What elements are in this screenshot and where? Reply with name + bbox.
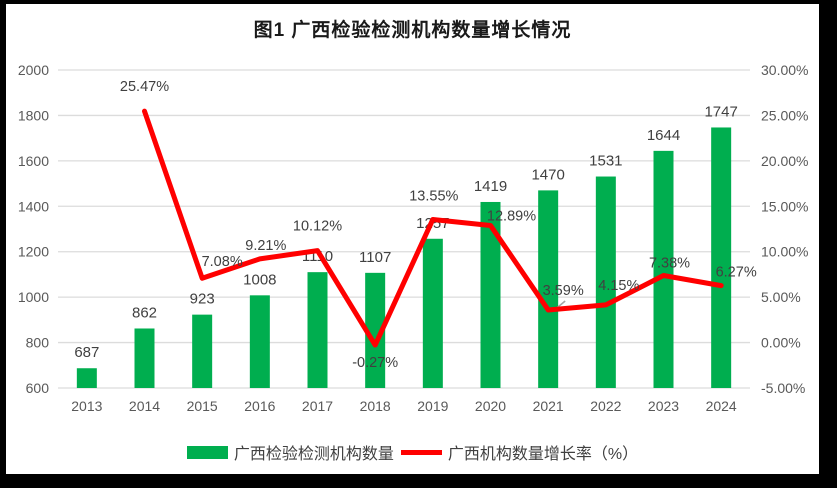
line-value-label: 7.08% (202, 254, 243, 270)
left-axis-tick-label: 1600 (18, 153, 49, 169)
x-axis-tick-label: 2022 (590, 398, 621, 414)
line-value-label: 6.27% (716, 265, 757, 281)
left-axis-tick-label: 1000 (18, 289, 49, 305)
x-axis-tick-label: 2013 (71, 398, 102, 414)
bar-value-label: 1747 (704, 103, 737, 120)
legend-item-line-series: 广西机构数量增长率（%） (400, 440, 639, 464)
line-value-label: 4.15% (598, 278, 639, 294)
bar-series-swatch-icon (186, 445, 228, 459)
left-axis-tick-label: 600 (26, 380, 50, 396)
line-value-label: 9.21% (245, 238, 286, 254)
right-axis-tick-label: 0.00% (761, 335, 801, 351)
bar-value-label: 1107 (359, 249, 391, 266)
right-axis-tick-label: 25.00% (761, 107, 808, 123)
bar-value-label: 1470 (531, 166, 564, 183)
bar-value-label: 862 (132, 304, 157, 321)
legend-item-bar-series: 广西检验检测机构数量 (186, 440, 394, 464)
chart-canvas: 图1 广西检验检测机构数量增长情况 600 800 1000 1200 1400 1600… (6, 4, 819, 474)
right-axis-tick-label: 5.00% (761, 289, 801, 305)
bar-2013 (76, 368, 97, 388)
right-axis-tick-label: 15.00% (761, 198, 808, 214)
bar-value-label: 1644 (647, 127, 680, 144)
left-axis-tick-label: 1400 (18, 198, 49, 214)
legend-label-line-series: 广西机构数量增长率（%） (447, 446, 639, 463)
bar-2016 (249, 295, 270, 388)
x-axis-tick-label: 2024 (706, 398, 737, 414)
x-axis-tick-label: 2018 (360, 398, 391, 414)
bar-value-label: 1531 (589, 153, 622, 170)
bar-value-label: 1008 (243, 271, 276, 288)
line-value-label: 3.59% (543, 283, 584, 299)
bar-2019 (422, 238, 443, 388)
chart-title: 图1 广西检验检测机构数量增长情况 (253, 20, 572, 41)
left-axis-tick-label: 2000 (18, 62, 49, 78)
x-axis-tick-label: 2023 (648, 398, 679, 414)
line-value-label: 7.38% (649, 256, 690, 272)
left-axis-tick-label: 800 (26, 335, 50, 351)
bar-2017 (307, 272, 328, 388)
bar-value-label: 687 (74, 344, 99, 361)
x-axis-tick-label: 2020 (475, 398, 506, 414)
bar-2022 (595, 176, 616, 388)
line-value-label: 10.12% (293, 219, 342, 235)
line-value-label: 12.89% (487, 208, 536, 224)
bar-2014 (134, 328, 155, 388)
line-value-label: 13.55% (409, 188, 458, 204)
bar-2023 (653, 150, 674, 388)
right-axis-tick-label: 30.00% (761, 62, 808, 78)
bar-2021 (538, 190, 559, 388)
bar-2024 (711, 127, 732, 389)
x-axis-tick-label: 2019 (417, 398, 448, 414)
bar-2015 (192, 314, 213, 388)
growth-rate-line (142, 108, 724, 348)
x-axis-tick-label: 2017 (302, 398, 333, 414)
x-axis-tick-label: 2015 (187, 398, 218, 414)
combo-chart: 600 800 1000 1200 1400 1600 1800 2000 -5.00% 0.00… (18, 62, 809, 414)
right-axis-tick-label: -5.00% (761, 380, 805, 396)
bar-value-label: 1419 (474, 178, 507, 195)
chart-legend: 广西检验检测机构数量 广西机构数量增长率（%） (6, 440, 819, 464)
x-axis-tick-label: 2014 (129, 398, 160, 414)
legend-label-bar-series: 广西检验检测机构数量 (233, 446, 394, 463)
line-series-swatch-icon (400, 449, 442, 455)
left-axis-tick-label: 1800 (18, 107, 49, 123)
bar-2020 (480, 201, 501, 388)
line-value-label: -0.27% (352, 355, 398, 371)
left-axis-tick-label: 1200 (18, 244, 49, 260)
bar-value-label: 923 (190, 291, 215, 308)
line-value-label: 25.47% (120, 79, 169, 95)
x-axis-tick-label: 2021 (533, 398, 564, 414)
x-axis-tick-label: 2016 (244, 398, 275, 414)
right-axis-tick-label: 10.00% (761, 244, 808, 260)
bar-2018 (365, 272, 386, 388)
right-axis-tick-label: 20.00% (761, 153, 808, 169)
